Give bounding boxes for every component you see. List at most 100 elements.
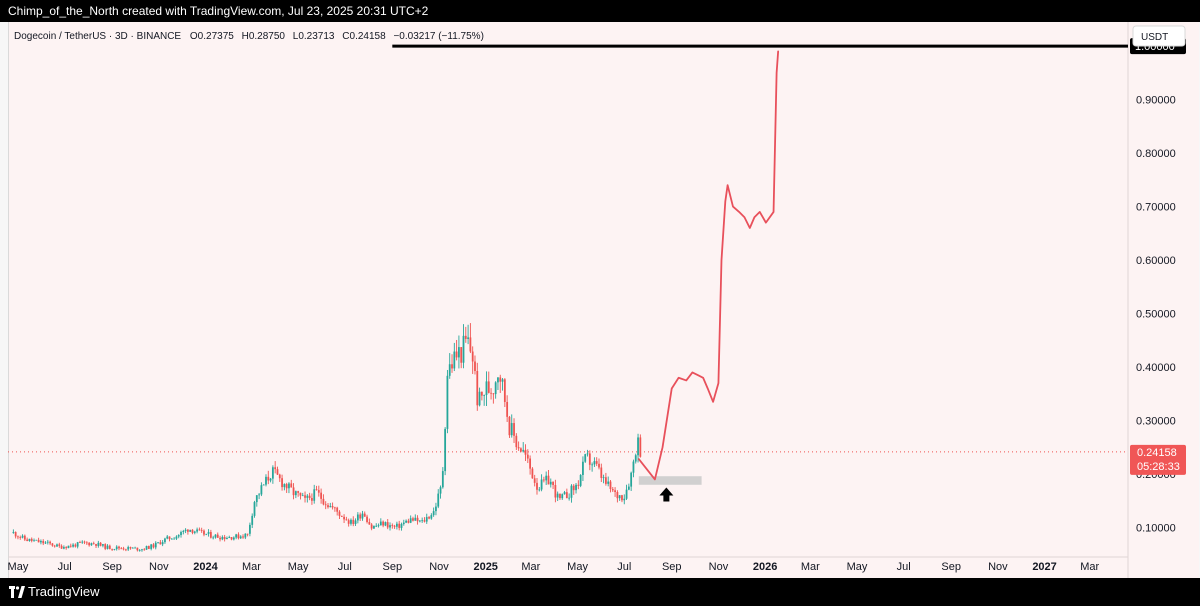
- candle-body: [538, 489, 541, 491]
- candle-body: [209, 532, 212, 538]
- current-price-badge-bg: [1130, 444, 1186, 475]
- support-zone-rect: [638, 476, 702, 485]
- candle-body: [391, 525, 394, 526]
- candle-body: [67, 545, 70, 549]
- candle-body: [453, 351, 456, 369]
- candle-body: [354, 520, 357, 524]
- candle-body: [639, 437, 642, 457]
- open-value: 0.27375: [198, 31, 235, 42]
- chart-panel[interactable]: [8, 22, 1199, 578]
- candle-body: [115, 546, 118, 550]
- candle-body: [251, 515, 254, 525]
- candle-body: [33, 540, 35, 542]
- candle-body: [575, 484, 577, 491]
- candle-body: [483, 395, 486, 396]
- candle-body: [602, 477, 605, 479]
- time-tick-label: Sep: [383, 561, 403, 573]
- candle-body: [492, 393, 495, 395]
- candle-body: [267, 476, 270, 481]
- time-tick-label: Jul: [617, 561, 631, 573]
- candle-body: [205, 533, 208, 535]
- price-axis[interactable]: 0.100000.200000.300000.400000.500000.600…: [1136, 41, 1176, 535]
- candle-body: [506, 401, 509, 417]
- candle-body: [540, 479, 543, 490]
- candle-body: [134, 547, 136, 549]
- time-tick-label: Mar: [521, 561, 540, 573]
- candle-body: [386, 522, 389, 528]
- currency-label[interactable]: USDT: [1141, 32, 1168, 43]
- candle-body: [405, 520, 407, 523]
- close-value: 0.24158: [350, 31, 387, 42]
- candle-body: [350, 519, 352, 524]
- candle-body: [184, 529, 187, 532]
- close-label: C: [342, 31, 349, 42]
- candle-body: [111, 548, 114, 550]
- candle-body: [311, 498, 313, 501]
- projection-line: [637, 50, 780, 481]
- candle-body: [393, 525, 396, 527]
- candle-body: [462, 335, 465, 363]
- candle-body: [458, 347, 460, 358]
- candle-body: [69, 545, 72, 547]
- candle-body: [623, 498, 626, 501]
- candle-body: [141, 549, 143, 551]
- candle-body: [99, 542, 102, 546]
- currency-button[interactable]: USDT: [1132, 25, 1186, 47]
- candle-body: [577, 484, 580, 486]
- candle-body: [239, 536, 242, 539]
- candle-body: [23, 535, 26, 540]
- candle-body: [327, 505, 329, 508]
- candle-body: [524, 449, 527, 455]
- support-zone: [638, 476, 702, 485]
- candle-body: [568, 497, 571, 499]
- candle-body: [423, 520, 426, 522]
- candle-body: [446, 375, 449, 429]
- candle-body: [469, 337, 472, 352]
- candle-body: [72, 544, 74, 547]
- candle-body: [460, 347, 463, 363]
- candle-body: [294, 491, 297, 496]
- candle-body: [542, 479, 545, 481]
- candle-body: [570, 485, 573, 498]
- change-value: −0.03217 (−11.75%): [393, 31, 483, 42]
- candle-body: [476, 370, 479, 406]
- candle-body: [235, 534, 238, 538]
- candle-body: [249, 524, 251, 534]
- candle-body: [329, 506, 332, 508]
- candle-body: [375, 525, 378, 527]
- candle-body: [170, 538, 173, 540]
- candle-body: [265, 476, 267, 485]
- candle-body: [260, 485, 263, 495]
- candle-body: [565, 492, 568, 499]
- candle-body: [306, 495, 309, 498]
- candle-body: [317, 490, 320, 493]
- currency-button-bg[interactable]: [1132, 25, 1186, 47]
- candle-body: [308, 495, 311, 499]
- candle-body: [81, 541, 84, 543]
- candle-body: [216, 534, 219, 538]
- bar-countdown-label: 05:28:33: [1137, 461, 1180, 473]
- candle-body: [182, 531, 185, 533]
- time-tick-label: Nov: [988, 561, 1008, 573]
- candle-body: [102, 544, 104, 546]
- candle-body: [609, 481, 612, 490]
- candle-body: [490, 392, 492, 394]
- candle-body: [301, 495, 304, 497]
- current-price-badge: 0.24158 05:28:33: [1130, 444, 1186, 475]
- candle-body: [143, 549, 146, 551]
- price-tick-label: 0.90000: [1136, 95, 1176, 107]
- price-tick-label: 0.60000: [1136, 255, 1176, 267]
- candle-body: [106, 545, 109, 549]
- candle-body: [28, 538, 31, 541]
- candle-body: [591, 464, 594, 466]
- candle-body: [331, 506, 334, 508]
- time-axis[interactable]: May Jul Sep Nov 2024 Mar May Jul Sep Nov 2025 Mar Ma…: [8, 561, 1100, 573]
- candle-body: [503, 379, 506, 402]
- candle-body: [347, 520, 350, 524]
- candle-body: [269, 478, 272, 481]
- candle-body: [288, 483, 290, 489]
- candle-body: [368, 522, 371, 525]
- candle-body: [439, 487, 442, 494]
- chart-legend: Dogecoin / TetherUS · 3D · BINANCE O0.27…: [14, 31, 484, 42]
